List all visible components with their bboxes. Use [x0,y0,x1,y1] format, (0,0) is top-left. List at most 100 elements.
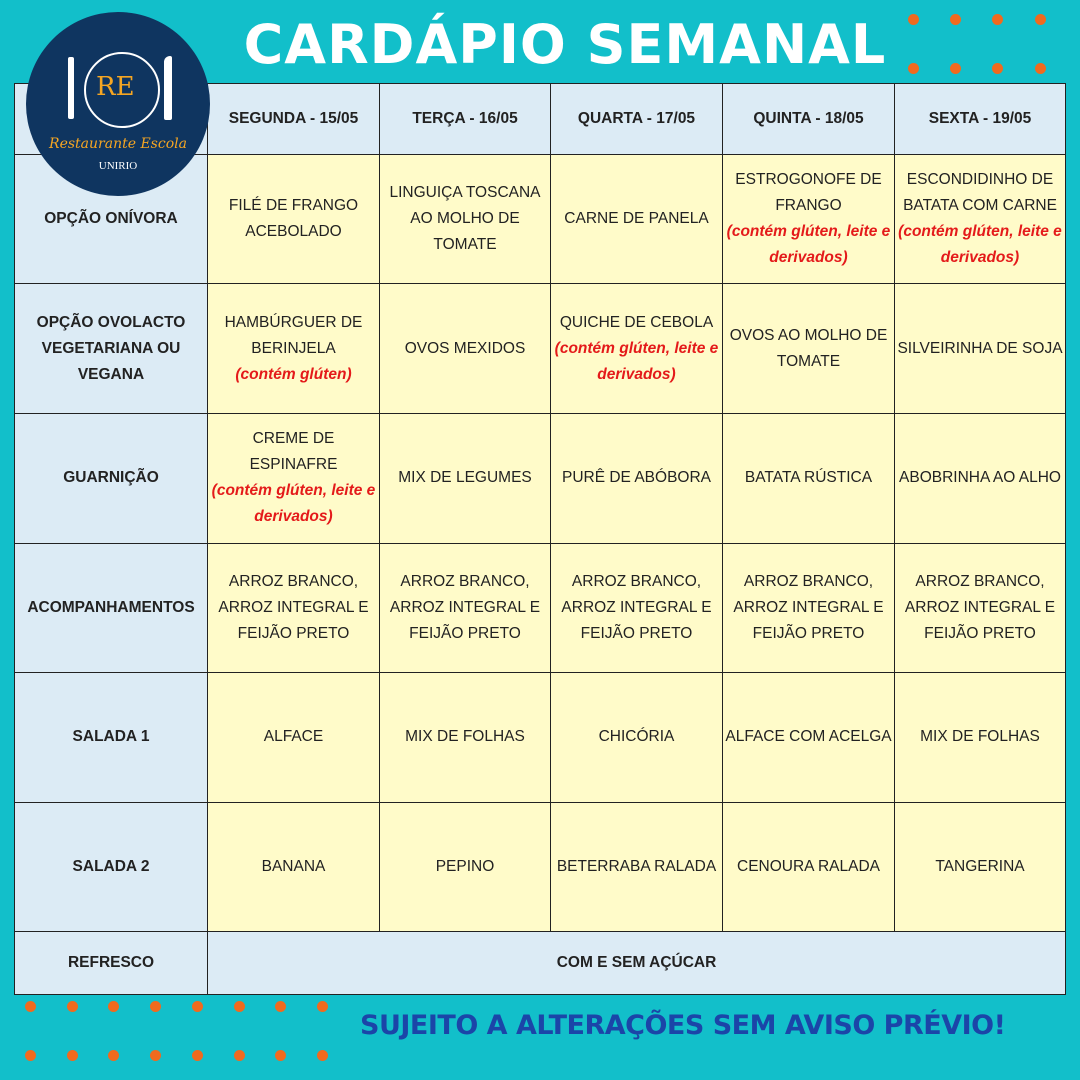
day-header: SEGUNDA - 15/05 [207,83,380,155]
disclaimer-text: SUJEITO A ALTERAÇÕES SEM AVISO PRÉVIO! [360,1010,1006,1041]
menu-cell: BATATA RÚSTICA [722,412,895,544]
day-header: TERÇA - 16/05 [379,83,551,155]
menu-cell: CHICÓRIA [550,672,723,803]
allergen-note: (contém glúten, leite e derivados) [726,223,891,267]
knife-icon [164,56,172,120]
orange-dot [316,1001,328,1012]
dish-name: ALFACE [263,728,324,746]
menu-cell: ARROZ BRANCO, ARROZ INTEGRAL E FEIJÃO PR… [550,542,723,674]
menu-row: GUARNIÇÃO CREME DE ESPINAFRE (contém glúte… [14,412,1066,544]
logo-name: Restaurante Escola [49,136,187,152]
dish-name: ABOBRINHA AO ALHO [899,469,1061,487]
menu-cell: ESTROGONOFE DE FRANGO (contém glúten, lei… [722,153,895,285]
dish-name: ALFACE COM ACELGA [725,728,892,746]
orange-dot [1035,63,1046,74]
dish-name: ARROZ BRANCO, ARROZ INTEGRAL E FEIJÃO PR… [904,572,1056,642]
allergen-note: (contém glúten) [235,365,352,383]
menu-cell: MIX DE FOLHAS [379,672,551,803]
plate-icon [84,52,160,128]
dish-name: MIX DE FOLHAS [405,728,525,746]
menu-cell: ABOBRINHA AO ALHO [894,412,1066,544]
menu-cell: TANGERINA [894,801,1066,933]
menu-cell: QUICHE DE CEBOLA (contém glúten, leite e … [550,283,723,414]
dish-name: BETERRABA RALADA [556,857,717,875]
orange-dot [233,1050,245,1061]
menu-cell: BANANA [207,801,380,933]
menu-cell: OVOS AO MOLHO DE TOMATE [722,283,895,414]
menu-cell: MIX DE LEGUMES [379,412,551,544]
row-label: OPÇÃO OVOLACTO VEGETARIANA OU VEGANA [14,283,208,414]
dish-name: CREME DE ESPINAFRE [249,430,338,474]
day-header: SEXTA - 19/05 [894,83,1066,155]
menu-cell: PEPINO [379,801,551,933]
menu-cell: BETERRABA RALADA [550,801,723,933]
dish-name: BANANA [261,857,326,875]
menu-cell: SILVEIRINHA DE SOJA [894,283,1066,414]
menu-cell: PURÊ DE ABÓBORA [550,412,723,544]
menu-cell: CARNE DE PANELA [550,153,723,285]
menu-cell: ARROZ BRANCO, ARROZ INTEGRAL E FEIJÃO PR… [722,542,895,674]
dish-name: FILÉ DE FRANGO ACEBOLADO [228,197,359,241]
orange-dot [150,1001,162,1012]
menu-cell: ARROZ BRANCO, ARROZ INTEGRAL E FEIJÃO PR… [894,542,1066,674]
menu-row: ACOMPANHAMENTOS ARROZ BRANCO, ARROZ INTEG… [14,542,1066,674]
row-label: SALADA 1 [14,672,208,803]
refresco-value: COM E SEM AÇÚCAR [207,931,1066,995]
orange-dot [25,1001,36,1012]
menu-table: SEGUNDA - 15/05 TERÇA - 16/05 QUARTA - 17/… [14,83,1066,995]
refresco-row: REFRESCO COM E SEM AÇÚCAR [14,931,1066,995]
menu-row: OPÇÃO OVOLACTO VEGETARIANA OU VEGANA HAMB… [14,283,1066,414]
menu-cell: OVOS MEXIDOS [379,283,551,414]
allergen-note: (contém glúten, leite e derivados) [211,482,376,526]
fork-icon [68,57,74,119]
day-header: QUINTA - 18/05 [722,83,895,155]
orange-dot [950,63,961,74]
orange-dot [108,1001,120,1012]
row-label: REFRESCO [14,931,208,995]
orange-dot [992,14,1003,25]
menu-cell: LINGUIÇA TOSCANA AO MOLHO DE TOMATE [379,153,551,285]
dish-name: LINGUIÇA TOSCANA AO MOLHO DE TOMATE [389,184,541,254]
orange-dot [316,1050,328,1061]
dish-name: MIX DE LEGUMES [398,469,532,487]
orange-dot [1035,14,1046,25]
menu-cell: ALFACE [207,672,380,803]
orange-dot [108,1050,120,1061]
orange-dot [908,63,919,74]
dish-name: BATATA RÚSTICA [744,469,873,487]
menu-cell: ARROZ BRANCO, ARROZ INTEGRAL E FEIJÃO PR… [207,542,380,674]
orange-dot [275,1001,287,1012]
orange-dot [275,1050,287,1061]
dish-name: ESTROGONOFE DE FRANGO [735,171,882,215]
logo-institution: UNIRIO [98,160,138,172]
menu-cell: CREME DE ESPINAFRE (contém glúten, leite … [207,412,380,544]
dish-name: CENOURA RALADA [737,857,880,875]
menu-row: SALADA 1 ALFACE MIX DE FOLHAS CHICÓRIA ALFAC… [14,672,1066,803]
restaurant-logo: RE Restaurante Escola UNIRIO [26,12,210,196]
logo-monogram: RE [96,72,135,102]
orange-dot [191,1050,203,1061]
orange-dot [233,1001,245,1012]
day-header: QUARTA - 17/05 [550,83,723,155]
dish-name: TANGERINA [935,857,1025,875]
dish-name: ARROZ BRANCO, ARROZ INTEGRAL E FEIJÃO PR… [733,572,884,642]
dish-name: QUICHE DE CEBOLA [559,313,714,331]
menu-row: SALADA 2 BANANA PEPINO BETERRABA RALADA CENO… [14,801,1066,933]
page-title: CARDÁPIO SEMANAL [243,13,887,76]
dish-name: HAMBÚRGUER DE BERINJELA [224,313,363,357]
dish-name: ESCONDIDINHO DE BATATA COM CARNE [903,171,1057,215]
menu-cell: ESCONDIDINHO DE BATATA COM CARNE (contém … [894,153,1066,285]
menu-row: OPÇÃO ONÍVORA FILÉ DE FRANGO ACEBOLADO LIN… [14,153,1066,285]
orange-dot [950,14,961,25]
orange-dot [25,1050,36,1061]
orange-dot [992,63,1003,74]
menu-cell: FILÉ DE FRANGO ACEBOLADO [207,153,380,285]
orange-dot [150,1050,162,1061]
dish-name: OVOS MEXIDOS [404,339,526,357]
allergen-note: (contém glúten, leite e derivados) [898,223,1062,267]
row-label: SALADA 2 [14,801,208,933]
dish-name: PEPINO [435,857,495,875]
dish-name: PURÊ DE ABÓBORA [561,469,711,487]
dish-name: ARROZ BRANCO, ARROZ INTEGRAL E FEIJÃO PR… [389,572,541,642]
allergen-note: (contém glúten, leite e derivados) [554,339,719,383]
